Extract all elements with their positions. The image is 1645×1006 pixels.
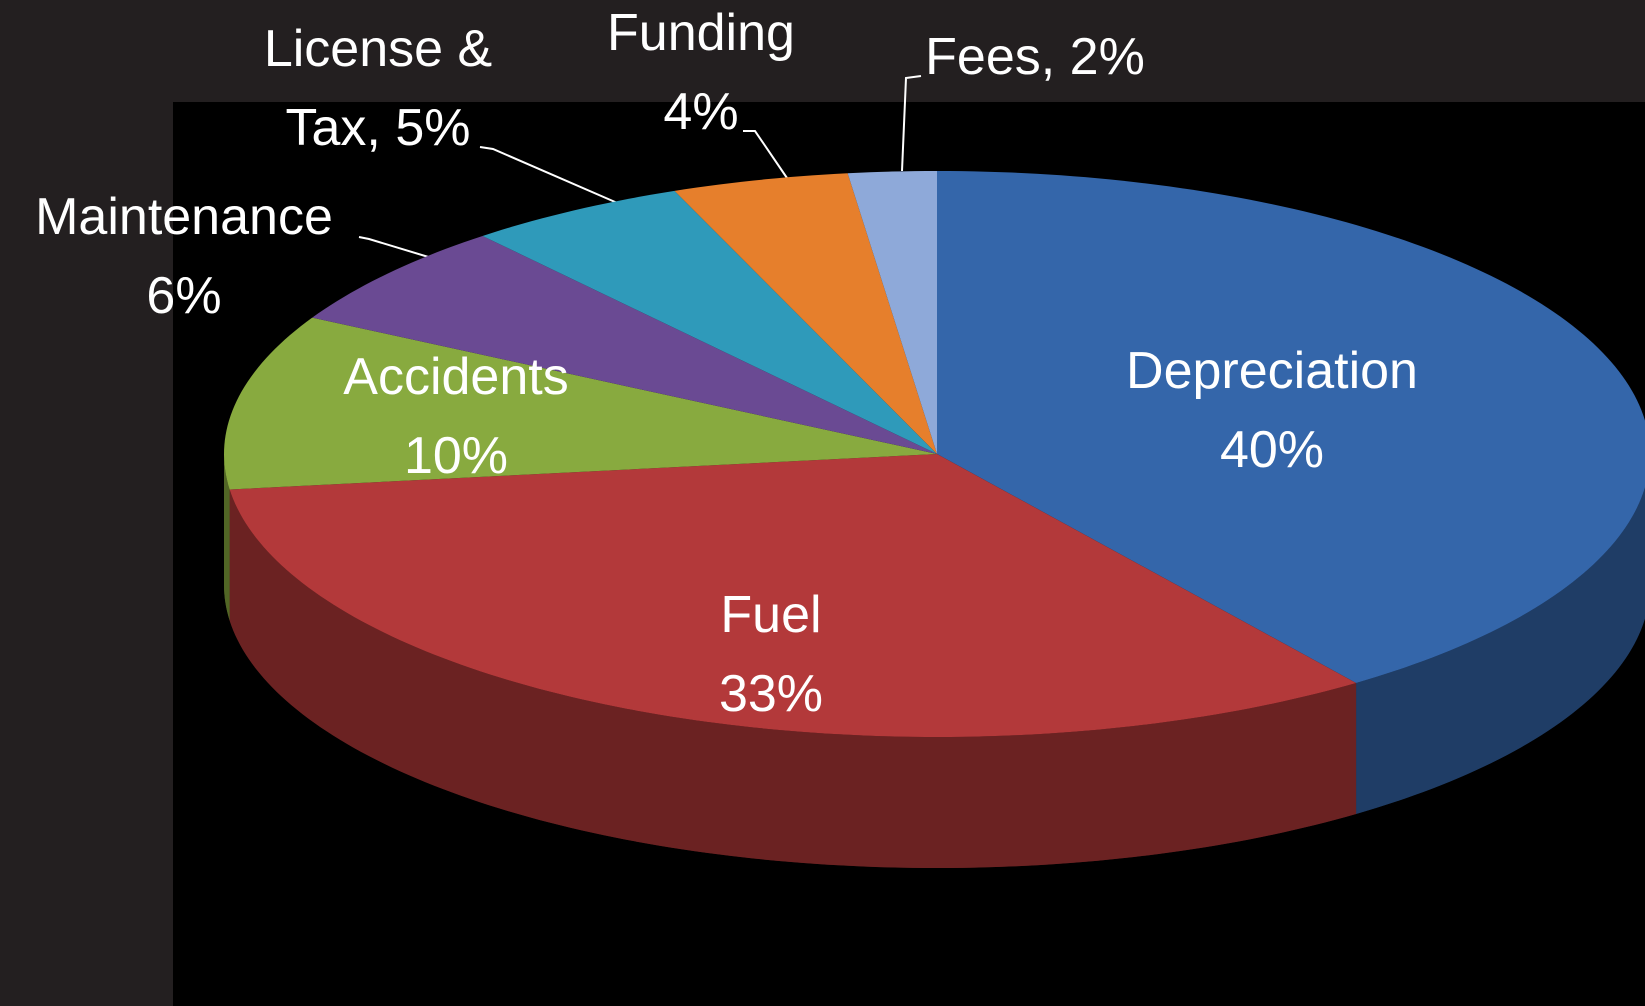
slice-name: Fees,: [925, 28, 1056, 86]
slice-side: [1356, 487, 1645, 814]
slice-label: Depreciation 40%: [1082, 332, 1462, 490]
slice-side-shade: [1356, 487, 1645, 814]
slice: [224, 317, 938, 490]
slice-name: Funding: [607, 4, 795, 62]
slice-side-shade: [229, 489, 1357, 868]
slice-name: Depreciation: [1126, 342, 1418, 400]
leader-line: [743, 130, 788, 179]
slice-name: Maintenance: [35, 188, 333, 246]
slice-label: License & Tax, 5%: [243, 10, 513, 168]
slice-value: 2%: [1069, 28, 1145, 86]
pie-tops: [224, 171, 1645, 737]
slice: [674, 173, 937, 454]
slice-value: 10%: [403, 427, 509, 485]
slice-label: Funding 4%: [591, 0, 811, 152]
slice: [937, 171, 1645, 683]
slice-value: 6%: [146, 267, 222, 325]
slice-label: Accidents 10%: [306, 338, 606, 496]
slice-side: [224, 454, 230, 621]
slice-value: 40%: [1219, 421, 1325, 479]
slice: [312, 235, 937, 454]
slice-side: [229, 489, 1357, 868]
leader-lines: [358, 75, 922, 263]
slice-label: Fees, 2%: [835, 18, 1235, 97]
slice-name: Fuel: [720, 586, 822, 644]
slice-value: 33%: [718, 665, 824, 723]
slice-value: 5%: [395, 99, 471, 157]
leader-line: [901, 75, 922, 172]
leader-line: [479, 146, 623, 206]
slice-name: Accidents: [343, 348, 569, 406]
slice-name: License & Tax,: [263, 20, 493, 157]
slice-label: Fuel 33%: [671, 576, 871, 734]
slice: [482, 190, 937, 454]
pie-walls: [224, 454, 1645, 868]
slice-side-shade: [224, 454, 230, 621]
slice: [847, 171, 937, 454]
leader-line: [358, 236, 446, 263]
slice-label: Maintenance 6%: [4, 178, 364, 336]
slice: [229, 454, 1357, 737]
slice-value: 4%: [663, 83, 739, 141]
